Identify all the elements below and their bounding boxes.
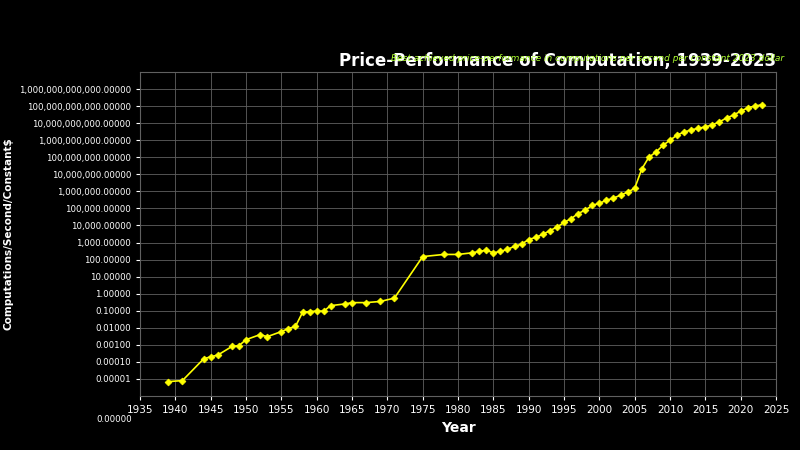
X-axis label: Year: Year (441, 421, 475, 435)
Text: 0.00000: 0.00000 (96, 415, 132, 424)
Text: Best achieved price-performance in computations per second per constant 2023 dol: Best achieved price-performance in compu… (391, 54, 784, 63)
Text: Price-Performance of Computation, 1939-2023: Price-Performance of Computation, 1939-2… (339, 53, 776, 71)
Y-axis label: Computations/Second/Constant$: Computations/Second/Constant$ (3, 138, 14, 330)
